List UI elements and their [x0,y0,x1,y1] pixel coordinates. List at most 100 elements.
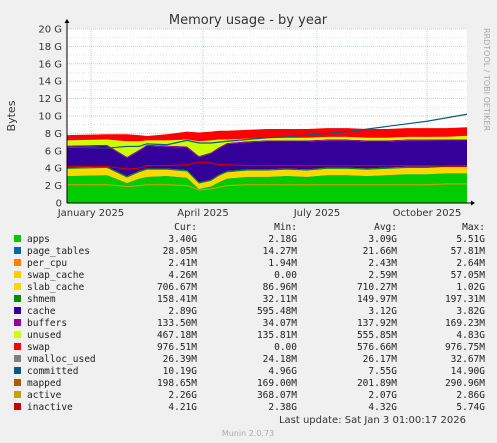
legend-name-swap-cache: swap_cache [27,270,84,281]
line-inactive [67,161,467,170]
y-tick-label: 10 G [38,112,62,123]
legend-value-min: 2.38G [268,402,297,413]
legend-value-max: 976.75M [445,342,485,353]
legend-header: Min: [274,222,297,233]
legend-name-apps: apps [27,234,50,245]
rrdtool-watermark: RRDTOOL / TOBI OETIKER [482,28,491,131]
legend-swatch-cache [14,307,21,314]
legend-value-avg: 201.89M [357,378,397,389]
y-tick-label: 8 G [45,129,62,140]
legend-name-buffers: buffers [27,318,67,329]
legend-value-min: 14.27M [263,246,298,257]
legend-value-cur: 198.65M [157,378,197,389]
line-series [66,113,468,191]
legend-value-min: 368.07M [257,390,297,401]
y-tick-label: 12 G [38,94,62,105]
legend-value-cur: 10.19G [163,366,198,377]
legend-swatch-mapped [14,379,21,386]
legend-swatch-shmem [14,295,21,302]
area-unused [67,135,467,157]
legend-swatch-vmalloc-used [14,355,21,362]
legend-value-cur: 3.40G [168,234,197,245]
y-tick-label: 0 [56,199,62,210]
legend-value-min: 0.00 [274,270,297,281]
legend-name-per-cpu: per_cpu [27,258,67,269]
legend-swatch-slab-cache [14,283,21,290]
legend-swatch-swap-cache [14,271,21,278]
y-tick-label: 2 G [45,181,62,192]
legend-value-cur: 26.39M [163,354,198,365]
legend-name-inactive: inactive [27,402,73,413]
legend-value-min: 595.48M [257,306,297,317]
legend-value-avg: 4.32G [368,402,397,413]
legend-value-cur: 4.21G [168,402,197,413]
stacked-areas [67,127,467,203]
area-cache [67,140,467,183]
legend-value-min: 24.18M [263,354,298,365]
legend-value-avg: 137.92M [357,318,397,329]
legend-value-avg: 149.97M [357,294,397,305]
legend-value-avg: 555.85M [357,330,397,341]
legend-value-min: 0.00 [274,342,297,353]
legend-value-max: 57.81M [451,246,486,257]
y-axis-label: Bytes [5,100,18,131]
y-tick-label: 6 G [45,146,62,157]
legend-value-min: 135.81M [257,330,297,341]
legend-value-max: 5.74G [456,402,485,413]
legend-value-max: 3.82G [456,306,485,317]
legend-value-cur: 133.50M [157,318,197,329]
legend-value-min: 86.96M [263,282,298,293]
legend-value-min: 2.18G [268,234,297,245]
legend-value-cur: 2.89G [168,306,197,317]
legend-value-max: 2.86G [456,390,485,401]
chart-title: Memory usage - by year [169,13,328,28]
legend-value-max: 169.23M [445,318,485,329]
legend-value-max: 5.51G [456,234,485,245]
area-slab-cache [67,167,467,189]
legend-value-max: 4.83G [456,330,485,341]
line-active [67,183,467,191]
legend-value-cur: 4.26M [168,270,197,281]
legend-value-max: 290.96M [445,378,485,389]
legend-swatch-buffers [14,319,21,326]
legend-value-min: 169.00M [257,378,297,389]
legend-value-avg: 7.55G [368,366,397,377]
legend-value-avg: 3.12G [368,306,397,317]
legend-name-active: active [27,390,62,401]
legend-swatch-page-tables [14,247,21,254]
x-tick-label: October 2025 [393,208,462,219]
legend-value-max: 57.05M [451,270,486,281]
line-committed [66,113,468,149]
legend-swatch-inactive [14,403,21,410]
area-apps [67,173,467,203]
legend-value-max: 197.31M [445,294,485,305]
x-tick-label: January 2025 [57,208,125,219]
legend-value-avg: 21.66M [363,246,398,257]
y-tick-label: 20 G [38,25,62,36]
x-tick-label: April 2025 [177,208,228,219]
legend-swatch-committed [14,367,21,374]
area-shmem [67,165,467,184]
legend-name-page-tables: page_tables [27,246,90,257]
legend-name-shmem: shmem [27,294,56,305]
legend-swatch-apps [14,235,21,242]
legend-name-cache: cache [27,306,56,317]
legend-value-cur: 2.26G [168,390,197,401]
legend-name-swap: swap [27,342,50,353]
y-tick-label: 4 G [45,164,62,175]
legend: Cur: Min: Avg: Max: apps 3.40G 2.18G 3.09G 5.51G… [14,222,485,413]
x-tick-label: July 2025 [293,208,341,219]
munin-version-text: Munin 2.0.73 [222,429,274,438]
y-tick-labels: 0 2 G 4 G 6 G 8 G 10 G 12 G 14 G 16 G 18 G 20 G [38,25,62,210]
legend-value-avg: 2.43M [368,258,397,269]
legend-header: Avg: [374,222,397,233]
legend-value-avg: 576.66M [357,342,397,353]
legend-header: Max: [462,222,485,233]
last-update-text: Last update: Sat Jan 3 01:00:17 2026 [279,415,466,426]
axes [64,19,475,206]
y-tick-label: 14 G [38,77,62,88]
legend-value-min: 34.07M [263,318,298,329]
legend-value-min: 1.94M [268,258,297,269]
legend-name-committed: committed [27,366,78,377]
legend-header: Cur: [174,222,197,233]
